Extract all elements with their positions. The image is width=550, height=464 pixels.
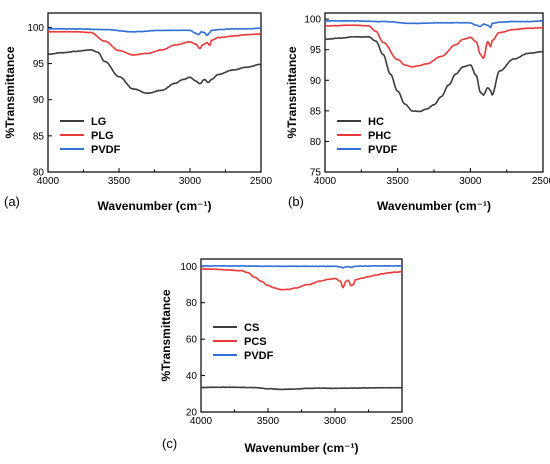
x-axis-label: Wavenumber (cm⁻¹) xyxy=(98,199,212,213)
series-line-pvdf xyxy=(325,19,543,29)
x-tick-label: 2500 xyxy=(532,176,550,187)
y-tick-label: 80 xyxy=(310,137,322,148)
y-tick-label: 75 xyxy=(310,168,322,179)
x-tick-label: 3500 xyxy=(257,416,280,427)
legend-entry: PVDF xyxy=(91,144,121,156)
x-tick-label: 2500 xyxy=(250,176,273,187)
panel-b: 4000 3500 3000 2500 75 80 85 90 95 100 Wavenumber … xyxy=(285,12,550,213)
y-tick-label: 20 xyxy=(186,408,198,419)
y-axis-label: %Transmittance xyxy=(3,46,17,138)
x-tick-label: 3500 xyxy=(108,176,131,187)
y-tick-label: 85 xyxy=(33,131,45,142)
y-tick-label: 95 xyxy=(310,45,322,56)
x-tick-label: 2500 xyxy=(391,416,414,427)
y-axis-label: %Transmittance xyxy=(285,46,299,138)
y-tick-label: 95 xyxy=(33,59,45,70)
y-tick-label: 85 xyxy=(310,106,322,117)
legend-entry: PVDF xyxy=(244,350,274,362)
legend-entry: CS xyxy=(244,322,259,334)
panel-a: 4000 3500 3000 2500 80 85 90 95 100 Wavenumber (c… xyxy=(3,12,273,213)
x-tick-label: 4000 xyxy=(314,176,337,187)
y-axis-label: %Transmittance xyxy=(159,289,173,381)
series-line-plg xyxy=(48,30,261,56)
legend-entry: LG xyxy=(91,116,106,128)
series-line-phc xyxy=(325,24,543,68)
y-tick-label: 90 xyxy=(310,76,322,87)
y-tick-label: 40 xyxy=(186,371,198,382)
x-tick-label: 4000 xyxy=(190,416,213,427)
legend-entry: PHC xyxy=(368,130,391,142)
y-tick-label: 100 xyxy=(304,15,321,26)
x-tick-label: 4000 xyxy=(37,176,60,187)
legend-entry: PVDF xyxy=(368,144,398,156)
series-line-pvdf xyxy=(201,264,402,269)
y-tick-label: 100 xyxy=(27,23,44,34)
series-line-hc xyxy=(325,35,543,113)
x-axis-label: Wavenumber (cm⁻¹) xyxy=(377,199,491,213)
y-tick-label: 90 xyxy=(33,95,45,106)
panel-label: (a) xyxy=(4,194,20,209)
x-tick-label: 3000 xyxy=(179,176,202,187)
series-line-cs xyxy=(201,386,402,391)
x-tick-label: 3500 xyxy=(387,176,410,187)
series-line-pvdf xyxy=(48,27,261,37)
y-tick-label: 60 xyxy=(186,335,198,346)
panel-label: (c) xyxy=(162,436,177,451)
panel-c: 4000 3500 3000 2500 20 40 60 80 100 Wavenumber (c… xyxy=(159,258,414,455)
y-tick-label: 80 xyxy=(186,298,198,309)
legend-entry: PLG xyxy=(91,130,114,142)
panel-label: (b) xyxy=(288,194,304,209)
x-tick-label: 3000 xyxy=(324,416,347,427)
x-tick-label: 3000 xyxy=(459,176,482,187)
y-tick-label: 80 xyxy=(33,168,45,179)
x-axis-label: Wavenumber (cm⁻¹) xyxy=(245,441,359,455)
y-tick-label: 100 xyxy=(180,262,197,273)
series-line-pcs xyxy=(201,268,402,291)
legend-entry: HC xyxy=(368,116,384,128)
legend-entry: PCS xyxy=(244,336,267,348)
series-line-lg xyxy=(48,49,261,95)
